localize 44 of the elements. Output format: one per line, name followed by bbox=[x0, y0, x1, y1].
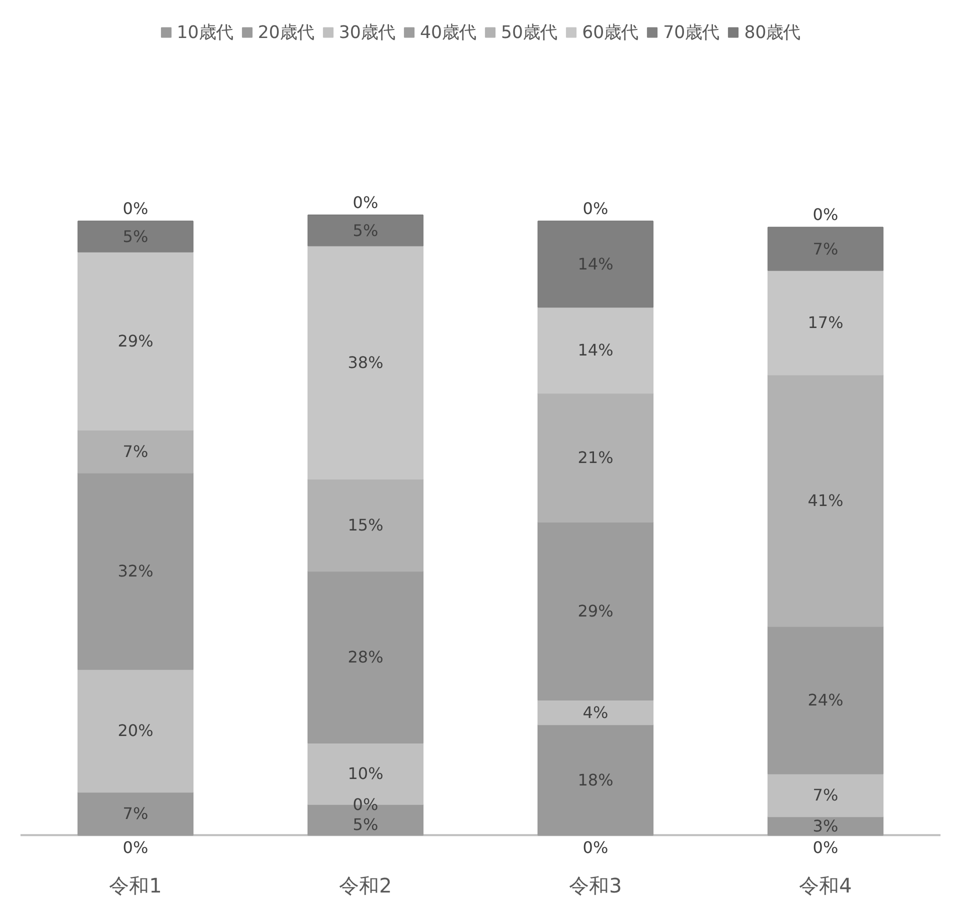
data-label: 0% bbox=[352, 794, 378, 814]
data-label: 18% bbox=[578, 770, 614, 790]
data-label: 5% bbox=[122, 227, 148, 246]
data-label: 7% bbox=[122, 804, 148, 824]
legend-label: 20歳代 bbox=[258, 22, 314, 44]
legend-label: 10歳代 bbox=[176, 22, 233, 44]
data-label: 14% bbox=[578, 254, 614, 274]
data-label: 7% bbox=[812, 239, 838, 258]
data-label: 24% bbox=[808, 690, 844, 710]
data-label: 10% bbox=[348, 764, 384, 784]
data-label: 0% bbox=[582, 199, 608, 218]
data-label: 0% bbox=[582, 838, 608, 858]
legend-label: 70歳代 bbox=[663, 22, 720, 44]
data-label: 29% bbox=[578, 602, 614, 621]
data-label: 0% bbox=[812, 205, 838, 224]
data-label: 7% bbox=[122, 442, 148, 461]
data-label: 0% bbox=[122, 838, 148, 858]
legend-label: 30歳代 bbox=[338, 22, 395, 44]
data-label: 38% bbox=[348, 352, 384, 372]
data-label: 3% bbox=[812, 816, 838, 836]
data-label: 28% bbox=[348, 648, 384, 667]
data-label: 5% bbox=[352, 220, 378, 240]
data-label: 15% bbox=[348, 516, 384, 535]
data-label: 41% bbox=[808, 491, 844, 510]
data-label: 21% bbox=[578, 448, 614, 468]
legend-label: 60歳代 bbox=[582, 22, 638, 44]
data-label: 5% bbox=[352, 814, 378, 834]
data-label: 7% bbox=[812, 786, 838, 805]
legend-label: 80歳代 bbox=[744, 22, 800, 44]
data-label: 17% bbox=[808, 313, 844, 332]
x-tick-label: 令和2 bbox=[339, 874, 392, 898]
data-label: 4% bbox=[582, 702, 608, 722]
x-tick-label: 令和4 bbox=[799, 874, 852, 898]
data-label: 0% bbox=[122, 199, 148, 218]
data-label: 14% bbox=[578, 340, 614, 360]
data-label: 0% bbox=[812, 838, 838, 858]
data-label: 20% bbox=[118, 721, 154, 740]
legend-label: 40歳代 bbox=[420, 22, 476, 44]
x-tick-label: 令和1 bbox=[109, 874, 162, 898]
x-tick-label: 令和3 bbox=[569, 874, 622, 898]
legend-label: 50歳代 bbox=[501, 22, 558, 44]
data-label: 0% bbox=[352, 192, 378, 212]
data-label: 29% bbox=[118, 331, 154, 350]
data-label: 32% bbox=[118, 562, 154, 581]
